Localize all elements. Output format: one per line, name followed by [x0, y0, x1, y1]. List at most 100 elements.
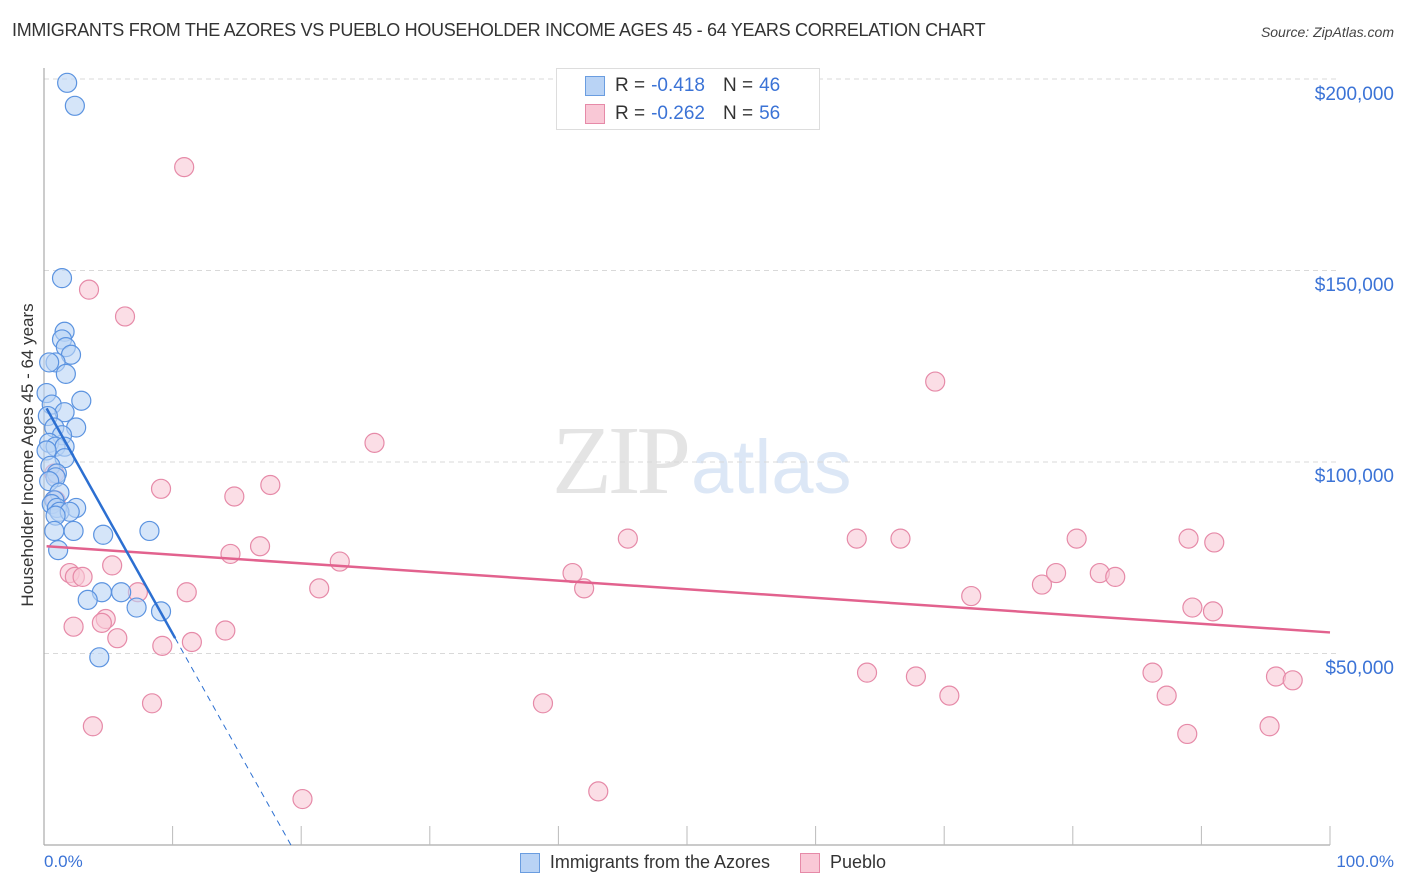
x-tick-min: 0.0%	[44, 852, 83, 871]
pueblo-point[interactable]	[102, 555, 123, 576]
pueblo-point[interactable]	[224, 486, 245, 507]
axes	[43, 68, 1331, 846]
pueblo-point[interactable]	[107, 628, 128, 649]
trend-lines	[45, 407, 1331, 846]
r-label: R =	[615, 103, 646, 124]
pueblo-point[interactable]	[1177, 723, 1198, 745]
pueblo-point[interactable]	[152, 635, 173, 656]
pueblo-point[interactable]	[141, 693, 163, 714]
azores-point[interactable]	[55, 363, 76, 385]
pueblo-point[interactable]	[1142, 662, 1163, 683]
pueblo-point[interactable]	[78, 279, 100, 300]
pueblo-point[interactable]	[260, 474, 281, 496]
azores-trend-line	[45, 407, 177, 639]
azores-point[interactable]	[93, 524, 114, 545]
y-tick-50000: $50,000	[1325, 658, 1394, 679]
pueblo-point[interactable]	[309, 578, 330, 599]
azores-point[interactable]	[64, 95, 85, 116]
pueblo-point[interactable]	[114, 306, 136, 327]
pueblo-point[interactable]	[617, 528, 638, 549]
pueblo-point[interactable]	[1045, 562, 1067, 584]
pueblo-point[interactable]	[961, 585, 982, 607]
y-tick-150000: $150,000	[1314, 275, 1394, 296]
pueblo-point[interactable]	[1182, 597, 1203, 618]
legend-row-pueblo: R = -0.262 N = 56	[585, 102, 780, 126]
azores-point[interactable]	[44, 520, 65, 542]
azores-point[interactable]	[89, 647, 110, 668]
pueblo-point[interactable]	[588, 781, 609, 802]
y-axis-label: Householder Income Ages 45 - 64 years	[18, 303, 37, 607]
source-label: Source: ZipAtlas.com	[1260, 24, 1394, 40]
pueblo-point[interactable]	[364, 432, 385, 453]
pueblo-point[interactable]	[329, 551, 350, 572]
pueblo-point[interactable]	[215, 620, 236, 641]
legend-label-pueblo: Pueblo	[830, 852, 887, 872]
pueblo-point[interactable]	[1105, 566, 1126, 588]
pueblo-point[interactable]	[181, 631, 202, 653]
pueblo-point[interactable]	[1156, 685, 1177, 706]
pueblo-swatch-icon	[800, 852, 820, 873]
r-value: -0.418	[651, 75, 705, 96]
y-tick-200000: $200,000	[1314, 84, 1394, 105]
x-tick-max: 100.0%	[1336, 852, 1394, 871]
pueblo-point[interactable]	[176, 582, 197, 603]
pueblo-point[interactable]	[1204, 532, 1225, 553]
pueblo-point[interactable]	[82, 716, 103, 737]
azores-point[interactable]	[71, 390, 92, 411]
pueblo-point[interactable]	[220, 543, 241, 565]
pueblo-point[interactable]	[249, 536, 271, 557]
legend-row-azores: R = -0.418 N = 46	[585, 74, 780, 98]
pueblo-point[interactable]	[150, 478, 172, 499]
pueblo-point[interactable]	[856, 662, 878, 683]
azores-point[interactable]	[57, 72, 78, 93]
pueblo-point[interactable]	[939, 685, 960, 706]
pueblo-point[interactable]	[1259, 716, 1280, 737]
azores-point[interactable]	[111, 582, 132, 603]
pueblo-point[interactable]	[1265, 666, 1287, 687]
n-value: 46	[759, 75, 781, 96]
azores-point[interactable]	[139, 520, 160, 542]
pueblo-point[interactable]	[532, 693, 554, 714]
legend-label-azores: Immigrants from the Azores	[549, 852, 770, 872]
pueblo-point[interactable]	[1178, 528, 1199, 549]
azores-point[interactable]	[126, 597, 147, 618]
pueblo-points	[44, 156, 1303, 810]
pueblo-point[interactable]	[174, 156, 195, 178]
pueblo-point[interactable]	[925, 371, 946, 392]
legend-item-azores[interactable]: Immigrants from the Azores	[519, 852, 770, 873]
correlation-legend: R = -0.418 N = 46 R = -0.262 N = 56	[556, 68, 820, 130]
pueblo-point[interactable]	[63, 616, 84, 637]
azores-swatch-icon	[519, 852, 540, 873]
azores-point[interactable]	[63, 520, 84, 542]
azores-point[interactable]	[77, 589, 98, 610]
azores-point[interactable]	[51, 268, 73, 289]
series-legend: Immigrants from the Azores Pueblo	[0, 852, 1406, 873]
pueblo-point[interactable]	[292, 788, 313, 810]
r-value: -0.262	[651, 103, 705, 124]
pueblo-point[interactable]	[91, 612, 112, 633]
azores-point[interactable]	[48, 539, 69, 561]
azores-point[interactable]	[39, 352, 60, 373]
legend-item-pueblo[interactable]: Pueblo	[800, 852, 886, 873]
y-tick-100000: $100,000	[1314, 466, 1394, 487]
pueblo-point[interactable]	[890, 528, 911, 549]
pueblo-trend-line	[46, 545, 1331, 634]
azores-swatch-icon	[585, 76, 605, 96]
n-label: N =	[722, 75, 754, 96]
pueblo-point[interactable]	[1282, 670, 1303, 691]
pueblo-point[interactable]	[1031, 574, 1053, 595]
chart-title: IMMIGRANTS FROM THE AZORES VS PUEBLO HOU…	[12, 20, 986, 40]
pueblo-point[interactable]	[905, 666, 927, 687]
n-label: N =	[722, 103, 754, 124]
pueblo-point[interactable]	[1066, 528, 1087, 549]
pueblo-point[interactable]	[846, 528, 867, 549]
pueblo-swatch-icon	[585, 104, 605, 124]
n-value: 56	[759, 103, 781, 124]
azores-trend-extension	[174, 637, 292, 846]
pueblo-point[interactable]	[1202, 601, 1224, 622]
r-label: R =	[615, 75, 646, 96]
gridlines	[44, 78, 1340, 654]
pueblo-point[interactable]	[72, 566, 93, 588]
azores-points	[36, 72, 172, 668]
